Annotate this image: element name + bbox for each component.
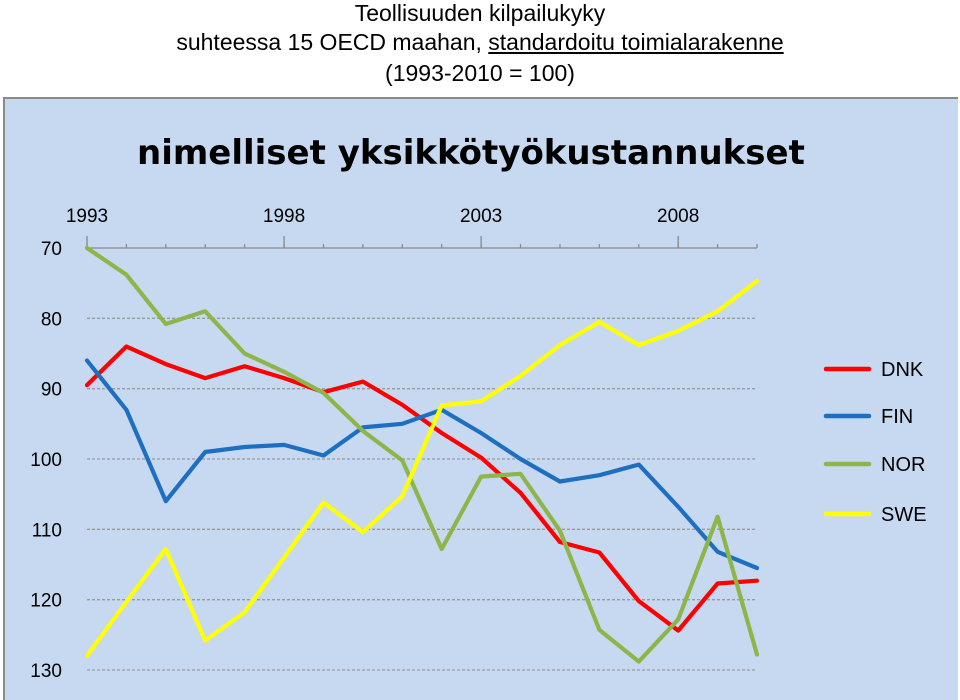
header-subtitle-plain: suhteessa 15 OECD maahan, [176,29,489,55]
legend-label-swe: SWE [881,504,927,526]
chart-title: nimelliset yksikkötyökustannukset [137,133,805,173]
y-tick-label: 90 [41,380,62,401]
y-tick-label: 110 [32,520,62,541]
y-tick-label: 120 [30,591,62,612]
y-tick-label: 130 [30,661,62,682]
x-tick-label: 2008 [657,206,699,227]
header-base-period: (1993-2010 = 100) [385,60,575,86]
legend-label-nor: NOR [881,454,925,476]
y-axis: 70 80 90 100 110 120 130 [30,239,62,682]
header-subtitle-underlined: standardoitu toimialarakenne [488,29,784,55]
legend-label-fin: FIN [881,406,913,428]
x-tick-label: 2003 [460,206,502,227]
series-line-swe [84,279,760,659]
y-tick-label: 100 [30,450,62,471]
chart-legend: DNK FIN NOR SWE [823,359,927,526]
series-line-nor [84,245,760,664]
x-axis: 1993 1998 2003 2008 [66,206,758,249]
chart-grid [87,317,757,671]
x-tick-label: 1993 [66,206,108,227]
legend-label-dnk: DNK [881,359,924,381]
plot-area [84,245,760,664]
header-title: Teollisuuden kilpailukyky [354,0,606,26]
x-tick-label: 1998 [263,206,305,227]
y-tick-label: 80 [41,309,62,330]
header-subtitle: suhteessa 15 OECD maahan, standardoitu t… [0,29,960,55]
y-tick-label: 70 [41,239,62,260]
series-line-fin [84,358,760,571]
